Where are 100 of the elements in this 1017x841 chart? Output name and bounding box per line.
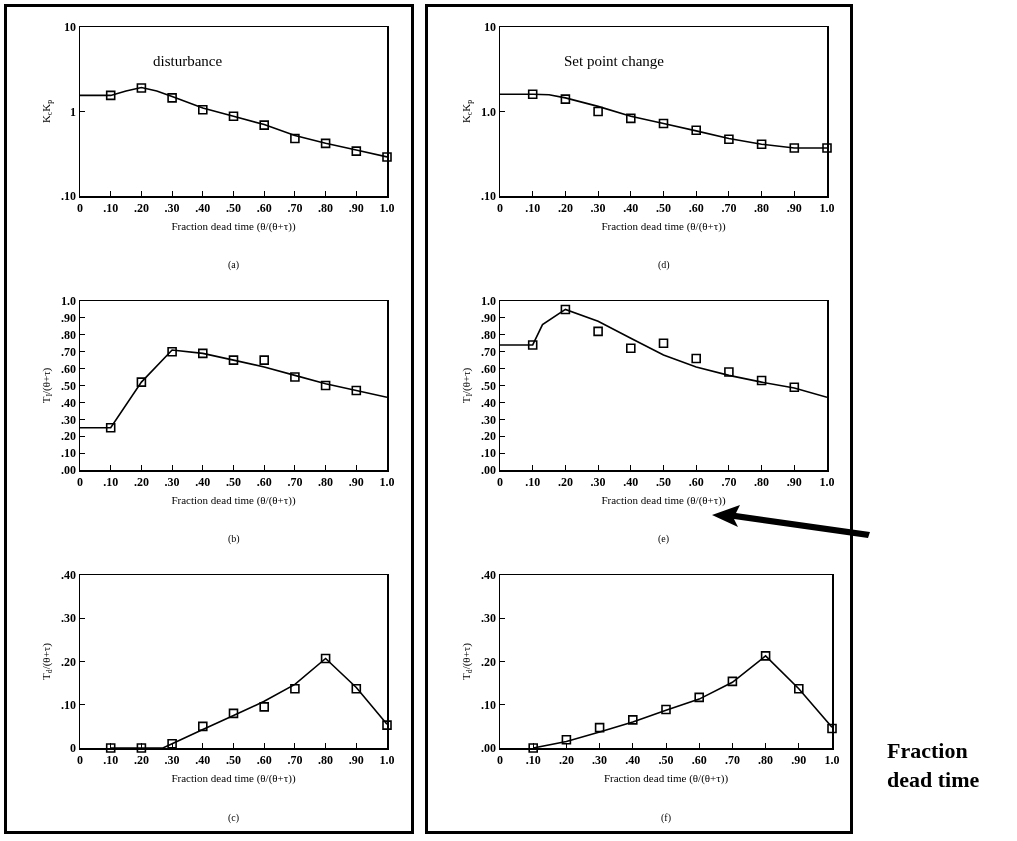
x-tick-label: .60 — [688, 474, 704, 489]
x-tick-label: .90 — [348, 474, 364, 489]
y-tick-label: 1.0 — [481, 294, 497, 309]
y-tick-label: 0 — [70, 741, 77, 756]
y-tick-label: .40 — [481, 568, 497, 583]
point — [136, 83, 147, 93]
x-tick-label: .20 — [557, 200, 573, 215]
text: Set point change — [564, 53, 665, 69]
point — [382, 152, 392, 162]
point — [259, 120, 269, 130]
point — [290, 683, 300, 694]
x-tick-label: .60 — [256, 752, 272, 767]
point — [626, 113, 636, 124]
y-tick-label: .90 — [481, 311, 497, 326]
text: (f) — [661, 812, 671, 824]
x-tick-label: .30 — [164, 474, 180, 489]
point — [727, 676, 738, 687]
x-tick-label: .30 — [590, 200, 606, 215]
x-tick-label: 1.0 — [819, 474, 835, 489]
x-tick-label: .30 — [592, 752, 608, 767]
y-tick-label: 1 — [70, 104, 77, 119]
y-tick-label: .90 — [61, 311, 77, 326]
text: (e) — [658, 533, 670, 545]
y-tick-label: .20 — [481, 654, 497, 669]
y-tick-label: .30 — [61, 611, 77, 626]
x-tick-label: .20 — [558, 752, 574, 767]
x-tick-label: .70 — [721, 200, 737, 215]
x-tick-label: .40 — [195, 752, 211, 767]
x-tick-label: .90 — [348, 752, 364, 767]
x-tick-label: .80 — [754, 474, 770, 489]
point — [560, 304, 571, 315]
x-tick-label: 1.0 — [379, 752, 395, 767]
x-axis-title: Fraction dead time (θ/(θ+τ)) — [601, 219, 726, 233]
x-tick-label: .10 — [103, 474, 119, 489]
x-tick-label: .90 — [786, 474, 802, 489]
point — [105, 422, 116, 433]
y-tick-label: .00 — [481, 463, 497, 478]
x-tick-label: .70 — [287, 474, 303, 489]
x-tick-label: 1.0 — [824, 752, 840, 767]
point — [228, 355, 239, 365]
text: (d) — [658, 259, 670, 271]
point — [167, 346, 177, 357]
x-tick-label: .40 — [625, 752, 641, 767]
y-tick-label: .40 — [481, 395, 497, 410]
x-tick-label: .40 — [623, 474, 639, 489]
y-tick-label: .20 — [61, 654, 77, 669]
x-tick-label: .80 — [318, 200, 334, 215]
point — [560, 94, 571, 104]
text: (a) — [228, 259, 240, 271]
text: (b) — [228, 533, 240, 545]
x-tick-label: .80 — [758, 752, 774, 767]
x-tick-label: .20 — [133, 752, 149, 767]
x-tick-label: .70 — [287, 752, 303, 767]
point — [105, 90, 116, 101]
point — [198, 348, 208, 359]
point — [789, 382, 800, 392]
x-tick-label: .80 — [318, 474, 334, 489]
x-axis-title: Fraction dead time (θ/(θ+τ)) — [171, 219, 296, 233]
point — [561, 734, 572, 745]
x-tick-label: .90 — [791, 752, 807, 767]
y-tick-label: .10 — [481, 446, 497, 461]
x-tick-label: .10 — [103, 200, 119, 215]
x-tick-label: .30 — [590, 474, 606, 489]
point — [320, 380, 331, 391]
x-tick-label: .20 — [133, 200, 149, 215]
x-tick-label: .50 — [656, 200, 671, 215]
y-tick-label: .80 — [61, 328, 77, 342]
y-tick-label: .30 — [61, 412, 77, 427]
x-tick-label: 1.0 — [819, 200, 835, 215]
y-tick-label: .10 — [481, 697, 497, 712]
point — [626, 343, 636, 354]
x-tick-label: 1.0 — [379, 200, 395, 215]
point — [658, 338, 669, 349]
y-tick-label: .00 — [481, 741, 497, 756]
x-tick-label: .60 — [256, 474, 272, 489]
point — [628, 715, 638, 725]
point — [136, 743, 147, 753]
x-tick-label: .40 — [195, 474, 211, 489]
y-tick-label: .40 — [61, 568, 77, 583]
x-tick-label: .30 — [164, 752, 180, 767]
text: Fraction dead time — [887, 738, 980, 792]
point — [351, 683, 362, 694]
y-tick-label: .20 — [481, 429, 497, 444]
point — [382, 720, 392, 730]
point — [691, 125, 701, 136]
x-tick-label: .50 — [656, 474, 671, 489]
y-tick-label: 10 — [484, 20, 497, 35]
y-tick-label: .60 — [61, 361, 77, 376]
point — [594, 722, 605, 733]
y-tick-label: .70 — [481, 344, 497, 359]
point — [527, 89, 538, 100]
y-tick-label: .50 — [481, 378, 497, 393]
point — [724, 134, 734, 145]
point — [351, 385, 362, 396]
point — [691, 353, 701, 364]
x-tick-label: .60 — [256, 200, 272, 215]
point — [760, 651, 771, 661]
x-tick-label: .10 — [525, 474, 541, 489]
x-axis-title: Fraction dead time (θ/(θ+τ)) — [603, 771, 729, 785]
point — [290, 372, 300, 382]
